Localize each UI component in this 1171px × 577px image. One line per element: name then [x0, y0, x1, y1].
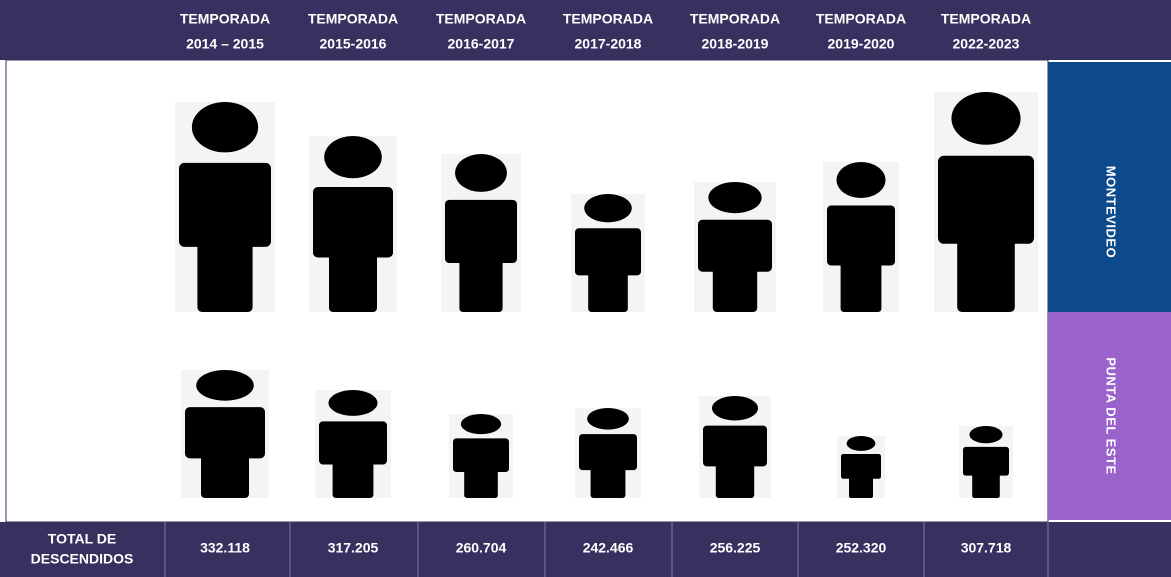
- figure-body: [579, 434, 637, 471]
- figure-body: [179, 162, 271, 247]
- column-header: 2017-2018: [575, 36, 642, 52]
- figure-legs: [715, 457, 755, 498]
- figure-body: [703, 425, 767, 467]
- total-label: TOTAL DE: [48, 531, 116, 547]
- figure-body: [313, 187, 393, 258]
- figure-legs: [459, 248, 503, 312]
- total-bar: [0, 522, 1171, 577]
- figure-legs: [329, 241, 377, 312]
- column-header: TEMPORADA: [563, 11, 653, 27]
- column-header: TEMPORADA: [180, 11, 270, 27]
- figure-body: [185, 407, 265, 459]
- figure-body: [453, 438, 509, 472]
- header-bar: [0, 0, 1171, 60]
- figure-head: [711, 396, 759, 421]
- figure-head: [196, 370, 254, 401]
- row-label: MONTEVIDEO: [1104, 166, 1119, 258]
- figure-head: [846, 436, 876, 451]
- figure-legs: [972, 469, 1000, 498]
- figure-body: [938, 155, 1034, 244]
- total-value: 252.320: [836, 540, 887, 556]
- figure-head: [587, 408, 629, 430]
- figure-head: [708, 182, 762, 214]
- column-header: TEMPORADA: [816, 11, 906, 27]
- figure-legs: [840, 252, 882, 312]
- figure-legs: [588, 264, 628, 312]
- row-block: [1048, 62, 1171, 312]
- figure-head: [324, 136, 382, 179]
- figure-body: [827, 205, 895, 266]
- total-value: 260.704: [456, 540, 507, 556]
- column-header: 2015-2016: [320, 36, 387, 52]
- total-value: 307.718: [961, 540, 1012, 556]
- figure-legs: [590, 462, 626, 498]
- figure-head: [328, 390, 378, 416]
- column-header: TEMPORADA: [308, 11, 398, 27]
- figure-body: [445, 199, 517, 264]
- figure-body: [841, 453, 881, 479]
- column-header: 2018-2019: [702, 36, 769, 52]
- figure-body: [963, 446, 1009, 476]
- total-value: 256.225: [710, 540, 761, 556]
- row-label: PUNTA DEL ESTE: [1104, 357, 1119, 474]
- figure-legs: [201, 446, 249, 498]
- figure-body: [698, 219, 772, 272]
- total-value: 332.118: [200, 540, 250, 556]
- column-header: 2014 – 2015: [186, 36, 264, 52]
- column-header: TEMPORADA: [941, 11, 1031, 27]
- figure-legs: [464, 464, 498, 498]
- figure-head: [455, 154, 507, 192]
- total-value: 242.466: [583, 540, 634, 556]
- figure-head: [951, 92, 1021, 145]
- figure-head: [584, 194, 632, 223]
- column-header: 2019-2020: [828, 36, 895, 52]
- figure-head: [191, 102, 259, 153]
- total-label: DESCENDIDOS: [31, 551, 134, 567]
- row-block: [1048, 312, 1171, 520]
- figure-body: [575, 228, 641, 276]
- figure-legs: [332, 454, 374, 498]
- figure-head: [969, 426, 1003, 444]
- column-header: TEMPORADA: [436, 11, 526, 27]
- figure-head: [836, 162, 886, 198]
- column-header: TEMPORADA: [690, 11, 780, 27]
- figure-body: [319, 421, 387, 465]
- column-header: 2022-2023: [953, 36, 1020, 52]
- figure-legs: [712, 260, 758, 312]
- figure-head: [460, 414, 502, 435]
- figure-legs: [957, 224, 1015, 312]
- figure-legs: [849, 473, 873, 498]
- figure-legs: [197, 228, 253, 312]
- column-header: 2016-2017: [448, 36, 515, 52]
- total-value: 317.205: [328, 540, 379, 556]
